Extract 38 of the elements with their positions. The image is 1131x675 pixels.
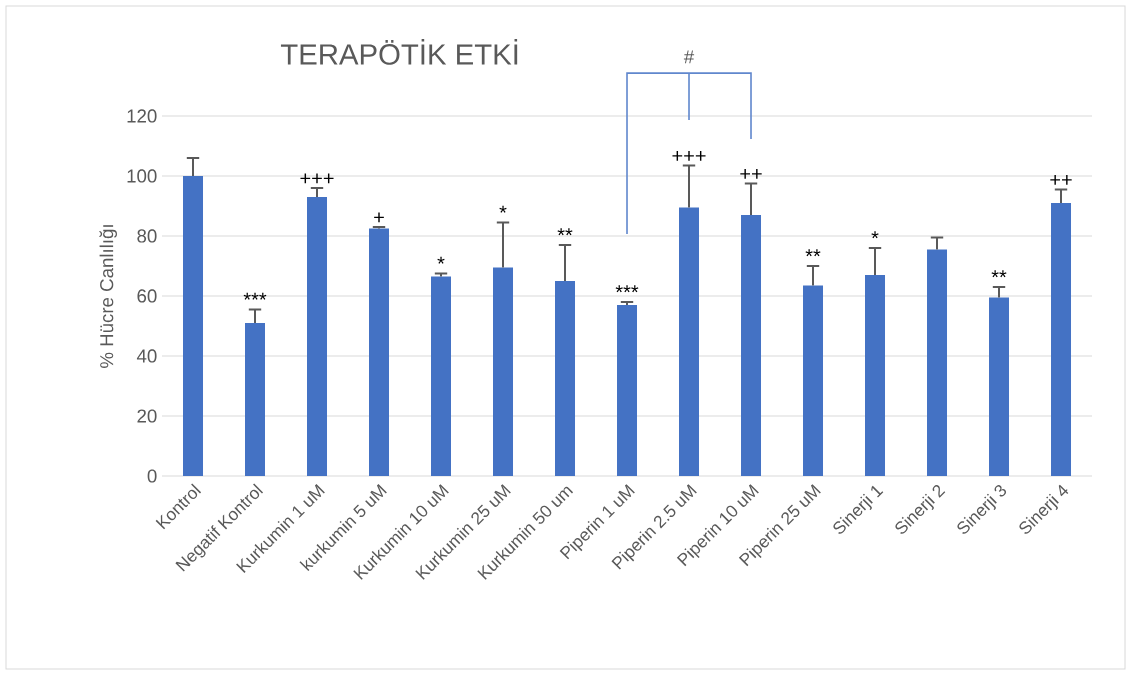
y-tick-label: 120 (127, 109, 157, 123)
bar (183, 176, 203, 476)
y-axis-title: % Hücre Canlılığı (99, 225, 117, 368)
data-label: +++ (300, 173, 334, 184)
chart-title: TERAPÖTİK ETKİ (280, 39, 518, 65)
bar (865, 275, 886, 476)
bar (741, 215, 762, 476)
bar (927, 249, 948, 476)
data-label: +++ (672, 151, 706, 161)
bar (307, 197, 327, 476)
bar (369, 228, 390, 476)
data-label: ++ (1050, 175, 1072, 185)
bar (989, 297, 1010, 476)
bar (493, 267, 514, 476)
bar (555, 281, 576, 476)
data-label: * (437, 256, 445, 264)
data-label: ** (557, 228, 573, 236)
data-label: *** (615, 285, 639, 293)
bar (245, 323, 265, 476)
data-label: *** (243, 292, 267, 300)
data-label: ++ (740, 169, 762, 179)
bar (1051, 203, 1072, 476)
bar (679, 207, 700, 476)
y-tick-label: 40 (136, 349, 157, 363)
data-label: * (871, 231, 879, 239)
y-tick-label: 80 (137, 229, 157, 243)
data-label: ** (805, 249, 821, 257)
bar (617, 305, 638, 476)
data-label: * (499, 205, 507, 213)
y-tick-label: 0 (147, 469, 157, 483)
bar (431, 276, 451, 476)
bar (803, 285, 824, 476)
data-label: ** (991, 270, 1007, 278)
y-tick-label: 20 (137, 409, 157, 423)
y-tick-label: 60 (137, 289, 157, 303)
y-tick-label: 100 (127, 169, 157, 183)
text: # (683, 50, 695, 64)
data-label: + (374, 212, 384, 223)
